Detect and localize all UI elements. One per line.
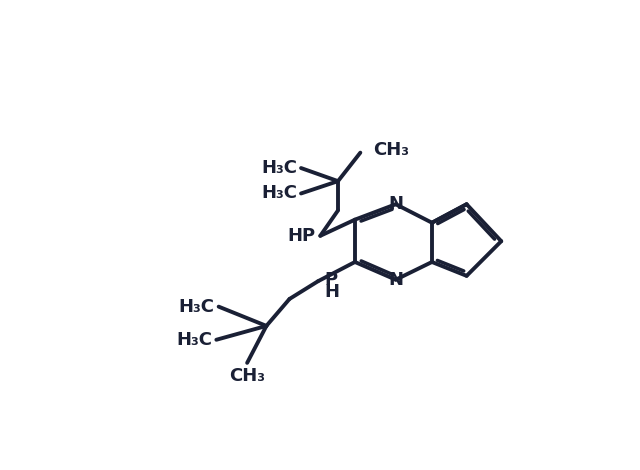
Text: H: H xyxy=(324,283,339,301)
Text: CH₃: CH₃ xyxy=(372,141,409,159)
Text: H₃C: H₃C xyxy=(177,331,212,349)
Text: H₃C: H₃C xyxy=(261,159,297,177)
Text: CH₃: CH₃ xyxy=(229,367,265,385)
Text: N: N xyxy=(388,195,403,213)
Text: HP: HP xyxy=(287,227,316,245)
Text: H₃C: H₃C xyxy=(179,298,215,316)
Text: H₃C: H₃C xyxy=(261,184,297,203)
Text: N: N xyxy=(388,271,403,289)
Text: P: P xyxy=(324,271,337,289)
